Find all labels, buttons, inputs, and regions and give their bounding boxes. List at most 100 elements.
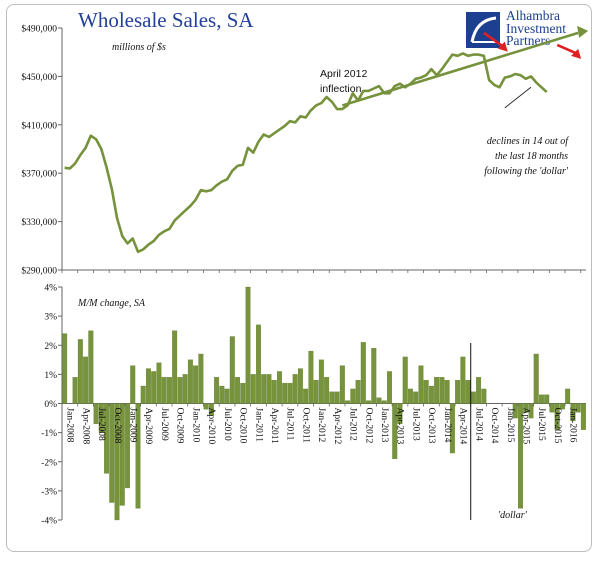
bottom-y-tick-label: 3% (44, 313, 57, 323)
x-tick-label: Apr-2008 (80, 408, 90, 445)
mm-change-bar (366, 400, 372, 404)
x-tick-label: Jan-2013 (379, 408, 389, 443)
bottom-y-tick-label: 4% (44, 284, 57, 294)
mm-change-bar (512, 403, 518, 419)
x-tick-label: Oct-2011 (300, 408, 310, 444)
mm-change-bar (428, 385, 434, 404)
mm-change-bar (77, 339, 83, 404)
x-tick-label: Oct-2010 (238, 408, 248, 444)
x-tick-label: Jan-2011 (253, 408, 263, 443)
red-arrow-head (497, 41, 508, 52)
inflection-label-line-2: inflection (320, 83, 362, 95)
bottom-unit-label: M/M change, SA (77, 298, 146, 309)
mm-change-bar (172, 330, 178, 404)
mm-change-bar (350, 388, 356, 404)
mm-change-bar (387, 371, 392, 404)
mm-change-bar (444, 380, 450, 404)
mm-change-bar (261, 374, 267, 404)
x-tick-label: Jan-2010 (190, 408, 200, 443)
x-tick-label: Apr-2010 (206, 408, 216, 445)
mm-change-bar (339, 365, 345, 404)
x-tick-label: Jul-2008 (96, 408, 106, 442)
x-tick-label: Oct-2015 (552, 408, 562, 444)
x-tick-label: Jan-2016 (568, 408, 578, 443)
mm-change-bar (360, 342, 366, 404)
x-tick-label: Jul-2015 (536, 408, 546, 442)
mm-change-bar (470, 391, 476, 404)
mm-change-bar (177, 377, 183, 404)
mm-change-bar (276, 371, 282, 404)
logo-text: Alhambra Investment Partners (506, 9, 566, 48)
top-y-tick-label: $450,000 (21, 72, 57, 83)
x-tick-label: Jan-2009 (128, 408, 138, 443)
mm-change-bar (182, 374, 188, 404)
x-tick-label: Oct-2014 (489, 408, 499, 444)
top-unit-label: millions of $s (112, 42, 166, 53)
top-y-tick-label: $490,000 (21, 24, 57, 35)
company-logo: Alhambra Investment Partners (466, 9, 586, 50)
mm-change-bar (324, 377, 330, 404)
mm-change-bar (161, 377, 167, 404)
top-y-tick-label: $370,000 (21, 169, 57, 180)
x-tick-label: Apr-2009 (143, 408, 153, 445)
mm-change-bar (130, 365, 136, 404)
mm-change-bar (460, 356, 466, 404)
mm-change-bar (125, 403, 130, 489)
mm-change-bar (208, 403, 214, 416)
mm-change-bar (407, 388, 413, 404)
mm-change-bar (423, 380, 429, 404)
x-tick-label: Oct-2009 (175, 408, 185, 444)
mm-change-bar (166, 377, 172, 404)
x-tick-label: Jan-2015 (505, 408, 515, 443)
mm-change-bar (465, 380, 471, 404)
top-y-axis: $290,000 $330,000 $370,000 $410,000 $450,000… (21, 24, 586, 277)
mm-change-bar (219, 385, 225, 404)
mm-change-bar (481, 388, 487, 404)
mm-change-bar (250, 374, 256, 404)
mm-change-bar (256, 324, 261, 404)
mm-change-bar (308, 350, 314, 404)
x-tick-label: Apr-2013 (395, 408, 405, 445)
mm-change-bar (114, 403, 120, 521)
mm-change-bar (371, 348, 377, 404)
x-tick-label: Oct-2012 (363, 408, 373, 444)
mm-change-bar (198, 353, 204, 404)
x-tick-label: Oct-2013 (426, 408, 436, 444)
mm-change-bar (119, 403, 125, 506)
x-tick-label: Jan-2012 (316, 408, 326, 443)
mm-change-bar (449, 403, 455, 454)
bottom-y-tick-label: -2% (41, 458, 57, 468)
x-tick-label: Apr-2015 (521, 408, 531, 445)
mm-change-bar (229, 336, 235, 404)
mm-change-bar (392, 403, 398, 459)
top-y-tick-label: $410,000 (21, 120, 57, 131)
mm-change-bar (282, 382, 288, 404)
chart-title: Wholesale Sales, SA (78, 8, 254, 32)
x-tick-label: Oct-2008 (112, 408, 122, 444)
mm-change-bar (145, 368, 151, 404)
sales-series-line (64, 52, 548, 254)
red-arrows (483, 31, 582, 59)
mm-change-bar (214, 377, 220, 404)
annotation-pointer (504, 86, 532, 109)
bottom-y-tick-label: 1% (44, 371, 57, 381)
declines-label-line-1: declines in 14 out of (487, 136, 569, 147)
x-axis-labels: Jan-2008 Apr-2008 Jul-2008 Oct-2008 Jan-2009… (61, 403, 578, 445)
mm-change-bar (549, 403, 555, 413)
x-tick-label: Jul-2013 (410, 408, 420, 442)
trend-line (341, 31, 579, 107)
sales-line-panel: $290,000 $330,000 $370,000 $410,000 $450,000… (21, 24, 589, 277)
declines-label-line-3: following the 'dollar' (484, 166, 569, 177)
mm-change-bar (303, 388, 309, 404)
bottom-y-tick-label: -1% (41, 429, 57, 439)
mm-change-bar (292, 374, 298, 404)
mm-change-bar (271, 380, 277, 404)
top-y-tick-label: $330,000 (21, 217, 57, 228)
mm-change-bar (544, 394, 550, 404)
x-tick-label: Apr-2012 (332, 408, 342, 445)
mm-change-bar (245, 286, 251, 404)
mm-change-bar (135, 403, 141, 509)
mm-change-bar (455, 380, 461, 404)
mm-change-bar (104, 403, 110, 474)
